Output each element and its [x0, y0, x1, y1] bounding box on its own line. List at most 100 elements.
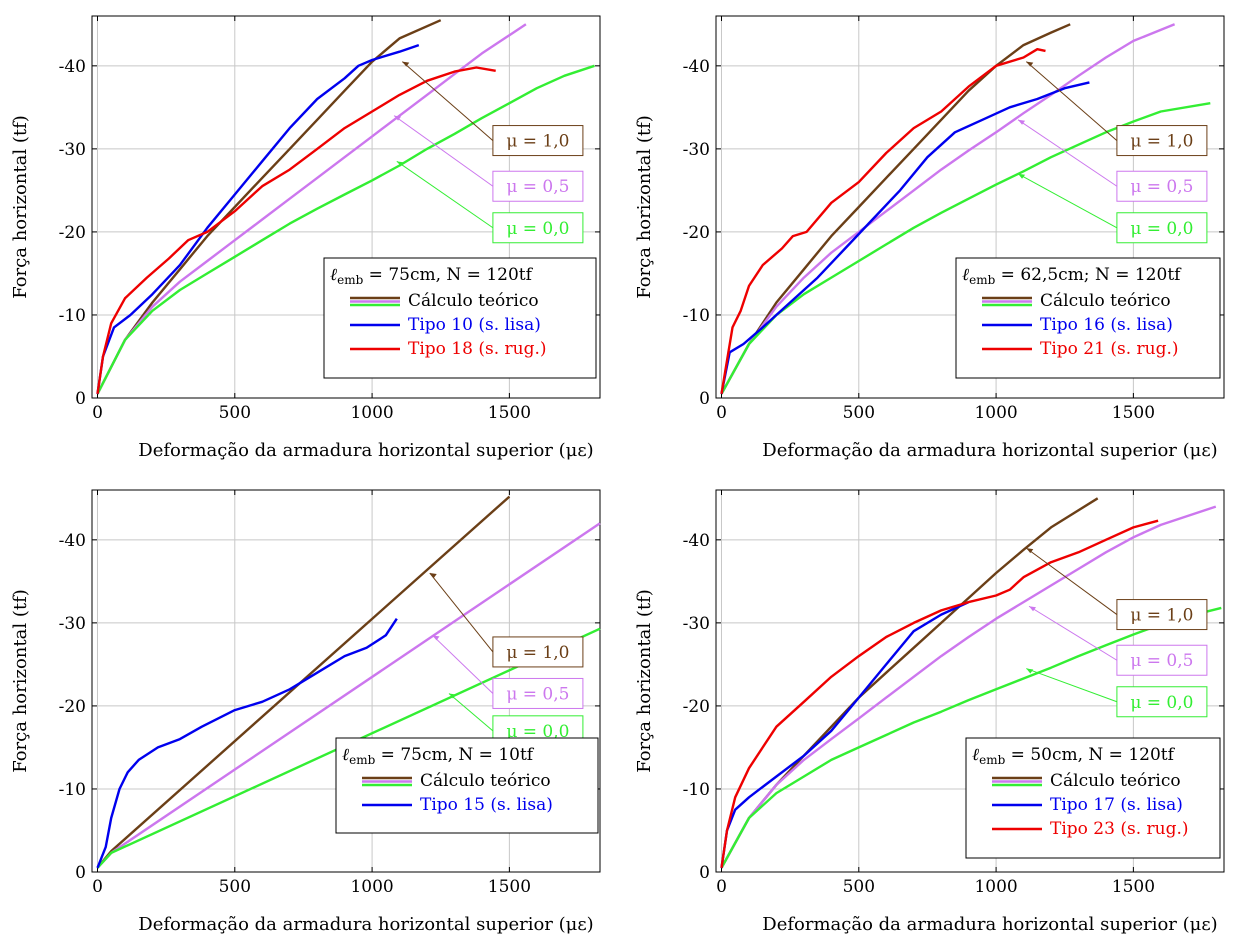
annotation-label: μ = 0,5 [1130, 177, 1193, 197]
legend-title: ℓemb = 50cm, N = 120tf [972, 745, 1176, 767]
legend-entry-label: Tipo 21 (s. rug.) [1040, 339, 1179, 359]
x-tick-label: 500 [843, 877, 875, 897]
series-line-0-5 [96, 23, 527, 395]
legend-title: ℓemb = 75cm, N = 120tf [330, 265, 534, 287]
y-tick-label: -20 [683, 223, 710, 243]
y-tick-label: -40 [683, 57, 710, 77]
series-line-tipo-17-s-lisa [720, 601, 970, 868]
annotation-arrowhead [1029, 606, 1037, 612]
legend-title-sub: emb [349, 753, 375, 767]
annotation-label: μ = 1,0 [506, 132, 569, 152]
y-tick-label: -20 [683, 697, 710, 717]
chart-panel-2: 0 500 1000 1500 0 -10 -20 -30 -40 Deformação da a… [624, 0, 1247, 473]
annotation-label: μ = 0,5 [506, 684, 569, 704]
annotation-label: μ = 1,0 [1130, 132, 1193, 152]
series-group [96, 19, 595, 395]
chart-svg-1: 0 500 1000 1500 0 -10 -20 -30 -40 Deformação da a… [10, 15, 601, 461]
annotation-label: μ = 0,0 [506, 219, 569, 239]
series-line-0-5 [720, 505, 1217, 869]
annotation-box [492, 125, 584, 157]
plot-frame [715, 489, 1225, 873]
annotation-box [492, 636, 584, 668]
y-tick-label: -20 [59, 697, 86, 717]
series-line-1-0 [720, 23, 1071, 395]
y-axis-label: Força horizontal (tf) [634, 115, 655, 299]
legend: ℓemb = 75cm, N = 120tf Cálculo teórico Tip… [323, 257, 597, 379]
annotation-arrowhead [448, 693, 456, 699]
legend-title-ell: ℓ [330, 265, 337, 285]
annotation-pointer-line [1028, 605, 1118, 661]
series-line-0-0 [720, 606, 1222, 869]
chart-svg-4: 0 500 1000 1500 0 -10 -20 -30 -40 Deformação da a… [634, 489, 1225, 935]
annotation-pointer-line [393, 115, 494, 187]
x-tick-label: 1000 [974, 403, 1017, 423]
legend-title-text: = 75cm, N = 120tf [363, 265, 533, 285]
x-tick-label: 1000 [350, 877, 393, 897]
annotation-arrowhead [1018, 119, 1026, 125]
series-line-0-0 [96, 64, 595, 395]
plot-frame [715, 15, 1225, 399]
x-tick-label: 1500 [488, 403, 531, 423]
annotation-pointer-line [1025, 547, 1118, 615]
x-tick-label: 500 [219, 877, 251, 897]
annotation-label: μ = 1,0 [1130, 606, 1193, 626]
chart-panel-4: 0 500 1000 1500 0 -10 -20 -30 -40 Deformação da a… [624, 474, 1247, 947]
chart-panel-3: 0 500 1000 1500 0 -10 -20 -30 -40 Deformação da a… [0, 474, 623, 947]
legend-title-text: = 62,5cm; N = 120tf [995, 265, 1182, 285]
y-tick-label: -40 [683, 531, 710, 551]
series-group [720, 497, 1222, 869]
annotation-pointer-line [429, 572, 494, 653]
legend-box [335, 737, 599, 834]
y-tick-label: -10 [683, 780, 710, 800]
legend-title: ℓemb = 62,5cm; N = 120tf [962, 265, 1182, 287]
series-group [96, 495, 601, 869]
plot-frame [91, 15, 601, 399]
annotation-box [492, 677, 584, 709]
annotation-label: μ = 1,0 [506, 643, 569, 663]
annotation-mu-1: μ = 0,5 [1017, 119, 1208, 202]
legend-entry-label: Cálculo teórico [420, 771, 551, 791]
annotation-box [1116, 686, 1208, 718]
y-tick-label: -40 [59, 531, 86, 551]
x-axis-label: Deformação da armadura horizontal superi… [138, 914, 593, 935]
x-tick-label: 1500 [488, 877, 531, 897]
legend: ℓemb = 62,5cm; N = 120tf Cálculo teórico T… [955, 257, 1221, 379]
annotation-label: μ = 0,0 [1130, 693, 1193, 713]
legend-box [323, 257, 597, 379]
series-line-0-0 [96, 627, 601, 869]
y-tick-label: -30 [59, 140, 86, 160]
legend-title-sub: emb [337, 273, 363, 287]
annotation-pointer-line [448, 693, 494, 732]
x-tick-label: 0 [92, 877, 103, 897]
annotation-mu-0: μ = 1,0 [401, 61, 584, 157]
series-line-1-0 [96, 19, 442, 395]
legend-entry-label: Cálculo teórico [1040, 291, 1171, 311]
legend-box [965, 737, 1221, 859]
plot-frame [91, 489, 601, 873]
chart-svg-2: 0 500 1000 1500 0 -10 -20 -30 -40 Deformação da a… [634, 15, 1225, 461]
annotation-box [492, 170, 584, 202]
legend-title-sub: emb [979, 753, 1005, 767]
annotation-box [492, 212, 584, 244]
annotation-mu-0: μ = 1,0 [1025, 61, 1208, 157]
y-axis-label: Força horizontal (tf) [10, 589, 31, 773]
x-tick-label: 1000 [974, 877, 1017, 897]
annotation-box [1116, 599, 1208, 631]
legend-title-sub: emb [969, 273, 995, 287]
legend-entry-label: Tipo 18 (s. rug.) [408, 339, 547, 359]
annotation-mu-0: μ = 1,0 [429, 572, 584, 668]
y-tick-label: -30 [683, 140, 710, 160]
annotation-arrowhead [429, 573, 437, 579]
x-tick-label: 0 [716, 403, 727, 423]
legend-box [955, 257, 1221, 379]
annotation-arrowhead [1026, 61, 1034, 67]
legend-entry-label: Tipo 23 (s. rug.) [1050, 819, 1189, 839]
annotation-pointer-line [1026, 668, 1118, 703]
legend-title: ℓemb = 75cm, N = 10tf [342, 745, 535, 767]
legend: ℓemb = 75cm, N = 10tf Cálculo teórico Tipo… [335, 737, 599, 834]
annotation-label: μ = 0,5 [506, 177, 569, 197]
annotation-mu-0: μ = 1,0 [1025, 547, 1208, 631]
annotation-box [1116, 125, 1208, 157]
series-line-tipo-21-s-rug [720, 48, 1046, 394]
annotation-mu-1: μ = 0,5 [432, 634, 584, 709]
